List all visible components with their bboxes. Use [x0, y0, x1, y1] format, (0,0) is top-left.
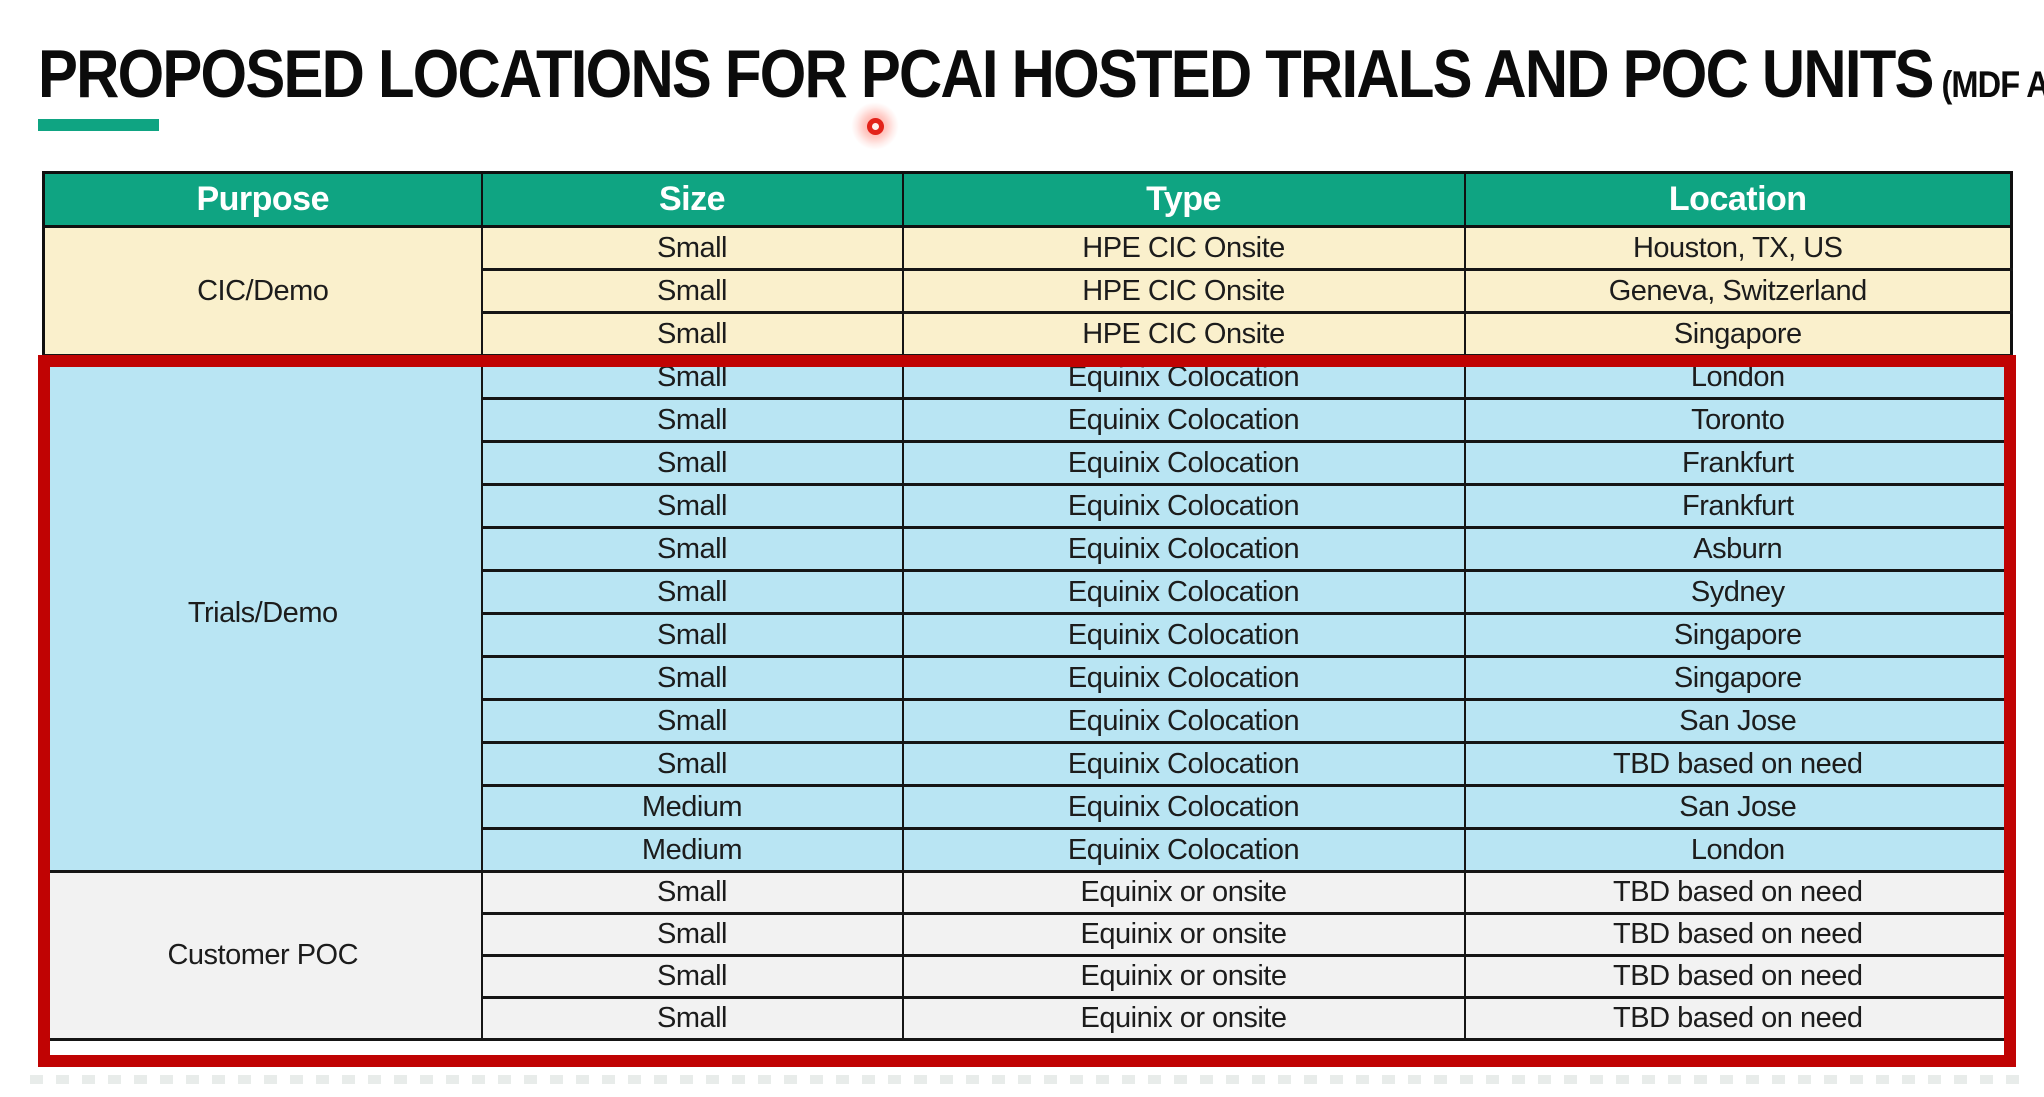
cell-type: HPE CIC Onsite: [901, 268, 1466, 314]
table-row-trials-demo: Medium Equinix Colocation San Jose: [44, 784, 2013, 830]
cell-location: TBD based on need: [1463, 741, 2013, 787]
cell-size: Small: [480, 612, 904, 658]
footer-dotted-line: [30, 1075, 2030, 1084]
cell-location: Singapore: [1463, 612, 2013, 658]
table-row-trials-demo: Small Equinix Colocation Frankfurt: [44, 440, 2013, 486]
cell-type: Equinix or onsite: [901, 912, 1466, 957]
table-row-trials-demo: Small Equinix Colocation Asburn: [44, 526, 2013, 572]
cell-type: Equinix Colocation: [901, 741, 1466, 787]
cell-size: Small: [480, 741, 904, 787]
cell-type: Equinix Colocation: [901, 655, 1466, 701]
cell-location: Singapore: [1463, 655, 2013, 701]
cell-type: Equinix Colocation: [901, 784, 1466, 830]
cell-location: TBD based on need: [1463, 870, 2013, 915]
cell-location: TBD based on need: [1463, 954, 2013, 999]
laser-pointer-dot: [851, 102, 899, 150]
cell-size: Small: [480, 996, 904, 1041]
table-row-cic-demo: CIC/Demo Small HPE CIC Onsite Houston, TX, …: [42, 225, 2013, 357]
cell-location: Geneva, Switzerland: [1463, 268, 2013, 314]
table-row-trials-demo: Small Equinix Colocation Singapore: [44, 612, 2013, 658]
cell-size: Small: [480, 655, 904, 701]
column-header-purpose: Purpose: [42, 171, 483, 228]
cell-type: HPE CIC Onsite: [901, 225, 1466, 271]
cell-type: Equinix Colocation: [901, 440, 1466, 486]
cell-size: Small: [480, 268, 904, 314]
cell-location: TBD based on need: [1463, 912, 2013, 957]
slide-title: PROPOSED LOCATIONS FOR PCAI HOSTED TRIAL…: [38, 40, 2044, 108]
cell-type: Equinix Colocation: [901, 698, 1466, 744]
cell-type: Equinix Colocation: [901, 354, 1466, 400]
cell-size: Small: [480, 569, 904, 615]
table-header-row: Purpose Size Type Location: [42, 171, 2013, 228]
cell-location: TBD based on need: [1463, 996, 2013, 1041]
cell-size: Medium: [480, 827, 904, 873]
cell-location: Frankfurt: [1463, 440, 2013, 486]
table-row-trials-demo: Small Equinix Colocation Frankfurt: [44, 483, 2013, 529]
cell-type: Equinix or onsite: [901, 870, 1466, 915]
cell-location: Asburn: [1463, 526, 2013, 572]
title-accent-bar: [38, 119, 159, 131]
cell-size: Small: [480, 483, 904, 529]
table-row-customer-poc: Small Equinix or onsite TBD based on need: [44, 912, 2013, 957]
cell-location: London: [1463, 354, 2013, 400]
cell-type: Equinix Colocation: [901, 397, 1466, 443]
cell-size: Small: [480, 870, 904, 915]
cell-location: Singapore: [1463, 311, 2013, 357]
table-row-trials-demo: Small Equinix Colocation Singapore: [44, 655, 2013, 701]
column-header-type: Type: [901, 171, 1466, 228]
locations-table: Purpose Size Type Location CIC/Demo Small HPE…: [42, 171, 2013, 1041]
cell-type: Equinix Colocation: [901, 526, 1466, 572]
cell-location: London: [1463, 827, 2013, 873]
purpose-cell-cic-demo: CIC/Demo: [42, 225, 483, 357]
cell-type: Equinix Colocation: [901, 827, 1466, 873]
table-row-trials-demo: Small Equinix Colocation Sydney: [44, 569, 2013, 615]
table-body: CIC/Demo Small HPE CIC Onsite Houston, TX, …: [42, 225, 2013, 1041]
cell-type: Equinix Colocation: [901, 483, 1466, 529]
slide-title-text: PROPOSED LOCATIONS FOR PCAI HOSTED TRIAL…: [38, 36, 1934, 112]
table-row-trials-demo: Medium Equinix Colocation London: [44, 827, 2013, 873]
table-row-customer-poc: Customer POC Small Equinix or onsite TBD ba…: [42, 870, 2013, 1041]
cell-type: Equinix or onsite: [901, 996, 1466, 1041]
cell-type: Equinix or onsite: [901, 954, 1466, 999]
cell-location: San Jose: [1463, 698, 2013, 744]
table-row-trials-demo: Small Equinix Colocation Toronto: [44, 397, 2013, 443]
table-row-customer-poc: Small Equinix or onsite TBD based on need: [44, 954, 2013, 999]
cell-location: Sydney: [1463, 569, 2013, 615]
cell-size: Small: [480, 225, 904, 271]
cell-size: Small: [480, 912, 904, 957]
cell-location: Houston, TX, US: [1463, 225, 2013, 271]
cell-type: Equinix Colocation: [901, 569, 1466, 615]
table-row-cic-demo: Small HPE CIC Onsite Singapore: [44, 311, 2013, 357]
laser-pointer-ring: [866, 117, 884, 135]
cell-type: HPE CIC Onsite: [901, 311, 1466, 357]
table-row-customer-poc: Small Equinix or onsite TBD based on need: [44, 996, 2013, 1041]
cell-type: Equinix Colocation: [901, 612, 1466, 658]
cell-size: Small: [480, 526, 904, 572]
column-header-location: Location: [1463, 171, 2013, 228]
cell-size: Small: [480, 354, 904, 400]
cell-location: Frankfurt: [1463, 483, 2013, 529]
table-row-trials-demo: Trials/Demo Small Equinix Colocation London: [42, 354, 2013, 873]
cell-size: Small: [480, 954, 904, 999]
cell-location: Toronto: [1463, 397, 2013, 443]
purpose-cell-trials-demo: Trials/Demo: [42, 354, 483, 873]
table-row-trials-demo: Small Equinix Colocation TBD based on need: [44, 741, 2013, 787]
table-row-cic-demo: Small HPE CIC Onsite Geneva, Switzerland: [44, 268, 2013, 314]
column-header-size: Size: [480, 171, 904, 228]
slide-title-suffix: (MDF APPROVED): [1941, 64, 2044, 105]
table-row-trials-demo: Small Equinix Colocation San Jose: [44, 698, 2013, 744]
cell-size: Small: [480, 311, 904, 357]
cell-location: San Jose: [1463, 784, 2013, 830]
purpose-cell-customer-poc: Customer POC: [42, 870, 483, 1041]
cell-size: Small: [480, 698, 904, 744]
cell-size: Medium: [480, 784, 904, 830]
cell-size: Small: [480, 440, 904, 486]
cell-size: Small: [480, 397, 904, 443]
